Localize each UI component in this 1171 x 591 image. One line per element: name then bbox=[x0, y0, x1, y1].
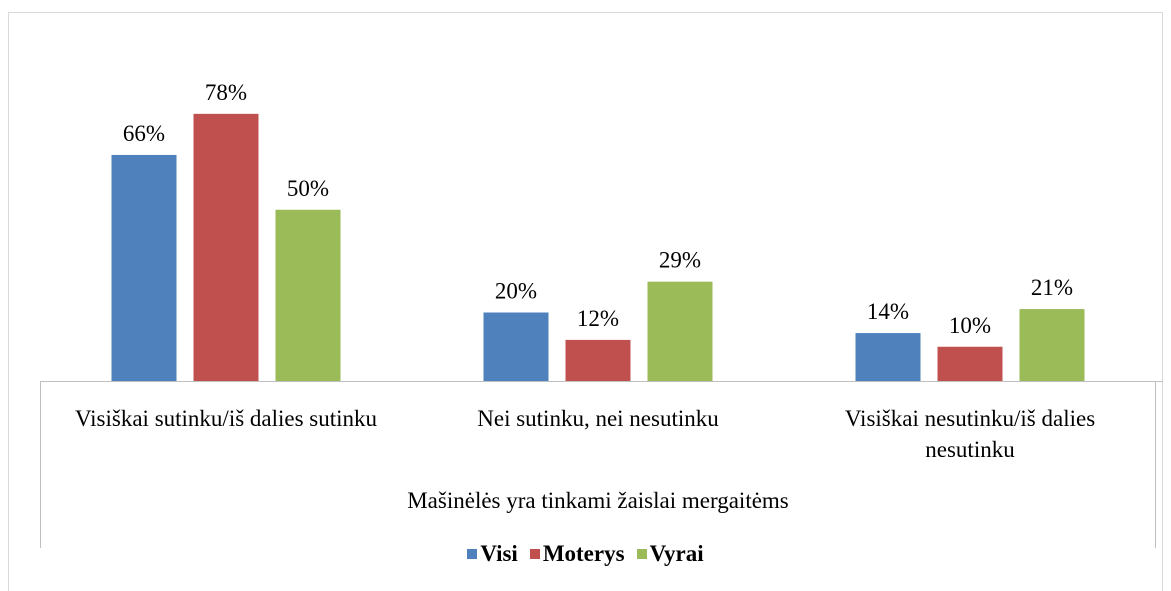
legend-swatch bbox=[529, 549, 540, 559]
legend-swatch bbox=[467, 549, 478, 559]
bar bbox=[647, 281, 713, 381]
legend: Visi Moterys Vyrai bbox=[0, 541, 1171, 567]
legend-label: Visi bbox=[480, 541, 518, 566]
legend-swatch bbox=[636, 549, 647, 559]
x-tick-label: Nei sutinku, nei nesutinku bbox=[477, 406, 719, 431]
data-label: 12% bbox=[577, 306, 619, 331]
x-axis-label: Mašinėlės yra tinkami žaislai mergaitėms bbox=[407, 488, 789, 513]
legend-item: Vyrai bbox=[636, 541, 704, 567]
bar bbox=[275, 209, 341, 381]
legend-item: Moterys bbox=[529, 541, 625, 567]
chart-border bbox=[8, 12, 1163, 591]
data-label: 29% bbox=[659, 248, 701, 273]
data-label: 78% bbox=[205, 80, 247, 105]
data-label: 14% bbox=[867, 299, 909, 324]
data-label: 50% bbox=[287, 176, 329, 201]
data-label: 10% bbox=[949, 313, 991, 338]
bar bbox=[111, 154, 177, 381]
bar bbox=[855, 333, 921, 381]
data-label: 66% bbox=[123, 121, 165, 146]
data-label: 21% bbox=[1031, 275, 1073, 300]
legend-label: Moterys bbox=[542, 541, 625, 566]
legend-label: Vyrai bbox=[649, 541, 704, 566]
bar bbox=[483, 312, 549, 381]
bar bbox=[565, 339, 631, 381]
bar bbox=[193, 113, 259, 381]
legend-item: Visi bbox=[467, 541, 518, 567]
data-label: 20% bbox=[495, 279, 537, 304]
x-tick-label: Visiškai sutinku/iš dalies sutinku bbox=[74, 406, 378, 431]
bar bbox=[937, 346, 1003, 381]
bar bbox=[1019, 309, 1085, 381]
x-tick-label: Visiškai nesutinku/iš dalies nesutinku bbox=[844, 406, 1096, 462]
